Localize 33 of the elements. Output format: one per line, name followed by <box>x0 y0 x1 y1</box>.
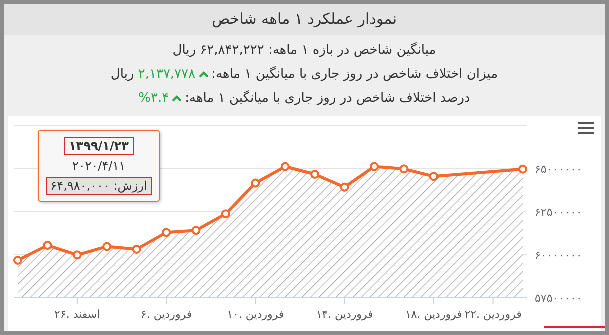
y-tick-label: ۶۵۰۰۰۰۰۰ <box>535 162 582 176</box>
point <box>192 226 201 236</box>
annotation: ۱۳۹۹/۱/۲۳ <box>64 137 134 155</box>
point <box>280 162 290 172</box>
point <box>400 164 409 174</box>
point <box>429 172 438 182</box>
point <box>251 178 260 188</box>
point <box>221 210 230 219</box>
y-tick-label: ۶۲۵۰۰۰۰۰ <box>535 206 582 219</box>
annotation: ارزش: ۶۴,۹۸۰,۰۰۰ <box>46 177 152 195</box>
chart-title: نمودار عملکرد ۱ ماهه شاخص <box>4 4 605 35</box>
point <box>162 228 172 238</box>
x-tick-label: ۱۴. فروردین <box>316 308 374 321</box>
point <box>340 182 350 192</box>
chart-subtitle: میانگین شاخص در بازه ۱ ماهه: ۶۲,۸۴۲,۲۲۲ ریال <box>172 42 438 60</box>
x-tick-label: ۲۶. اسفند <box>54 308 100 321</box>
point <box>518 164 528 174</box>
x-tick-label: ۶. فروردین <box>140 308 192 321</box>
point <box>132 244 142 254</box>
point <box>102 242 112 252</box>
x-tick-label: ۱۰. فروردین <box>227 308 284 321</box>
text: میزان اختلاف شاخص در روز جاری با میانگین ۱ ماهه: ۲,۱۳۷,۷۷۸ ریال <box>110 67 498 82</box>
annotation: ۲۰۲۰/۴/۱۱ <box>71 159 127 173</box>
text: درصد اختلاف شاخص در روز جاری با میانگین ۱ ماهه: ۳.۴% <box>138 91 470 106</box>
x-tick-label: ۲۲. فروردین <box>464 308 522 321</box>
y-tick-label: ۶۰۰۰۰۰۰۰ <box>535 248 582 262</box>
point <box>14 256 22 266</box>
point <box>43 241 52 250</box>
x-tick-label: ۱۸. فروردین <box>405 308 462 321</box>
y-tick-label: ۵۷۵۰۰۰۰۰ <box>535 292 582 305</box>
point <box>310 170 320 180</box>
point <box>72 250 82 260</box>
point <box>370 162 379 172</box>
